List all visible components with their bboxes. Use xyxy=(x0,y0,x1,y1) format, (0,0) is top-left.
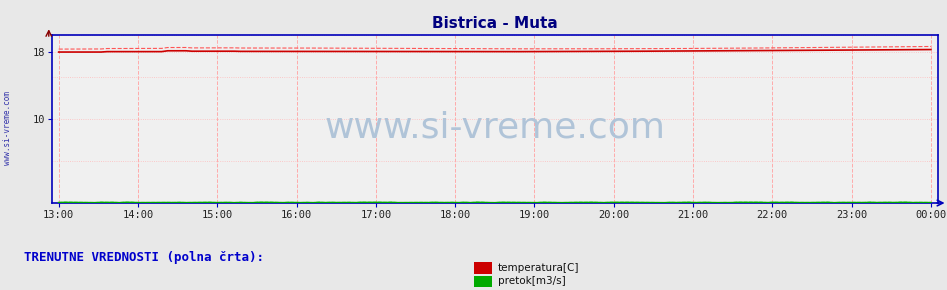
Text: pretok[m3/s]: pretok[m3/s] xyxy=(498,276,566,286)
Text: temperatura[C]: temperatura[C] xyxy=(498,263,580,273)
Text: www.si-vreme.com: www.si-vreme.com xyxy=(324,110,666,144)
Title: Bistrica - Muta: Bistrica - Muta xyxy=(432,16,558,31)
Text: www.si-vreme.com: www.si-vreme.com xyxy=(3,90,12,165)
Text: TRENUTNE VREDNOSTI (polna črta):: TRENUTNE VREDNOSTI (polna črta): xyxy=(24,251,263,264)
